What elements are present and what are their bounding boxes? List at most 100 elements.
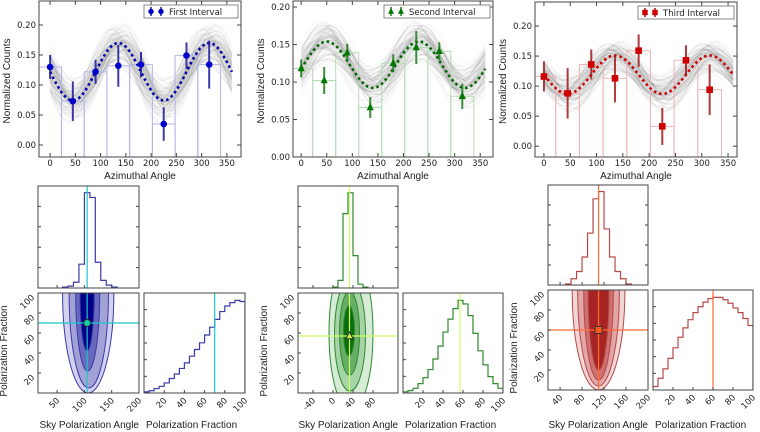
- fraction-tick-label: 20: [532, 370, 547, 385]
- data-point: [706, 86, 713, 94]
- fit-panel-3: 0 50 100 150 200 250 300 350 0.00 0.05 0.10 0.15 0.2…: [498, 1, 738, 182]
- x-axis-label: Azimuthal Angle: [104, 171, 176, 182]
- y-axis-label: Polarization Fraction: [509, 302, 520, 393]
- y-axis-label: Normalized Counts: [498, 39, 509, 124]
- x-tick-label: 300: [447, 159, 463, 169]
- fraction-tick-label: 40: [22, 353, 37, 368]
- angle-histogram-frame: [37, 185, 140, 289]
- plot-area: [144, 293, 245, 393]
- data-point: [297, 64, 305, 72]
- fraction-tick-label: 100: [490, 396, 509, 415]
- y-axis-label: Normalized Counts: [2, 38, 13, 123]
- angle-tick-label: 200: [126, 396, 145, 415]
- y-tick-label: 0.20: [17, 21, 36, 31]
- posterior-contours: [38, 293, 139, 393]
- plot-content: [535, 34, 735, 157]
- legend-label: First Interval: [169, 8, 222, 18]
- x-axis-label: Sky Polarization Angle: [298, 420, 398, 431]
- plot-content: [39, 40, 234, 157]
- data-point: [137, 61, 145, 68]
- x-tick-label: 0: [47, 159, 52, 169]
- y-tick-label: 0.00: [513, 142, 532, 152]
- x-tick-label: 100: [92, 159, 108, 169]
- legend-marker-icon: [652, 9, 658, 16]
- data-point: [682, 56, 690, 64]
- fraction-tick-label: 40: [433, 396, 448, 411]
- data-point: [114, 62, 122, 70]
- angle-tick-label: 40: [343, 396, 358, 411]
- legend-marker-icon: [387, 7, 395, 14]
- fraction-tick-label: 100: [740, 393, 759, 412]
- best-fit-model-line: [542, 54, 735, 96]
- y-tick-label: 0.00: [271, 153, 290, 163]
- data-point: [564, 90, 571, 97]
- fraction-tick-label: 20: [413, 396, 428, 411]
- best-fit-marker: [83, 319, 92, 327]
- x-axis-label: Sky Polarization Angle: [548, 420, 648, 431]
- x-axis-label: Azimuthal Angle: [600, 171, 672, 182]
- right-x-axis-label: Polarization Fraction: [405, 420, 496, 431]
- fraction-tick-label: 20: [663, 393, 678, 408]
- fraction-histogram: [403, 293, 503, 393]
- data-point: [611, 74, 619, 82]
- x-tick-label: 250: [168, 159, 184, 169]
- data-point: [435, 46, 443, 54]
- fraction-tick-label: 60: [22, 333, 37, 348]
- fraction-tick-label: 60: [453, 396, 468, 411]
- angle-histogram-frame: [297, 185, 399, 289]
- y-tick-label: 0.20: [513, 22, 532, 32]
- fraction-tick-label: 20: [155, 396, 170, 411]
- fraction-tick-label: 20: [22, 373, 37, 388]
- plot-area: [535, 2, 737, 157]
- angle-histogram: [564, 185, 633, 285]
- data-point: [205, 61, 213, 68]
- x-tick-label: 300: [193, 159, 209, 169]
- fraction-tick-label: 60: [282, 333, 297, 348]
- data-point: [69, 97, 77, 105]
- data-point: [458, 91, 466, 99]
- angle-tick-label: -40: [301, 396, 318, 413]
- legend-box: [143, 4, 239, 19]
- fraction-tick-label: 40: [683, 393, 698, 408]
- fraction-tick-label: 80: [532, 310, 547, 325]
- x-tick-label: 150: [118, 159, 134, 169]
- posterior-contours: [548, 290, 648, 390]
- y-tick-label: 0.05: [513, 112, 532, 122]
- legend-marker-icon: [642, 9, 648, 16]
- fraction-tick-label: 60: [195, 396, 210, 411]
- fraction-tick-label: 80: [215, 396, 230, 411]
- legend-marker-icon: [397, 7, 405, 14]
- legend-label: Second Interval: [409, 8, 476, 18]
- y-tick-label: 0.15: [271, 41, 290, 51]
- x-tick-label: 150: [615, 159, 631, 169]
- angle-histogram-steps: [332, 192, 369, 288]
- fit-panel-1: 0 50 100 150 200 250 300 350 0.00 0.05 0.10 0.15 0.2…: [2, 0, 242, 182]
- angle-tick-label: 0: [327, 396, 338, 407]
- data-point: [320, 76, 328, 84]
- best-fit-model-line: [300, 40, 487, 90]
- posterior-contours: [298, 293, 398, 393]
- fraction-tick-label: 100: [19, 293, 38, 312]
- x-tick-label: 50: [70, 159, 81, 169]
- x-tick-label: 200: [143, 159, 159, 169]
- data-point: [587, 61, 595, 68]
- legend-marker-icon: [148, 8, 154, 15]
- y-tick-label: 0.20: [271, 3, 290, 13]
- fraction-histogram-steps: [653, 296, 753, 390]
- y-tick-label: 0.15: [17, 51, 36, 61]
- angle-tick-label: 200: [635, 393, 654, 412]
- fraction-tick-label: 20: [282, 373, 297, 388]
- angle-tick-label: 150: [98, 396, 117, 415]
- legend: Third Interval: [637, 5, 735, 20]
- legend: First Interval: [143, 4, 239, 19]
- joint-posterior-frame: [297, 292, 399, 394]
- fraction-tick-label: 100: [232, 396, 251, 415]
- data-point: [343, 48, 351, 56]
- data-point: [540, 73, 548, 80]
- x-axis-label: Azimuthal Angle: [357, 171, 429, 182]
- axes-frame: [534, 1, 738, 158]
- fraction-tick-label: 40: [175, 396, 190, 411]
- x-tick-label: 50: [321, 159, 332, 169]
- data-point: [160, 120, 168, 128]
